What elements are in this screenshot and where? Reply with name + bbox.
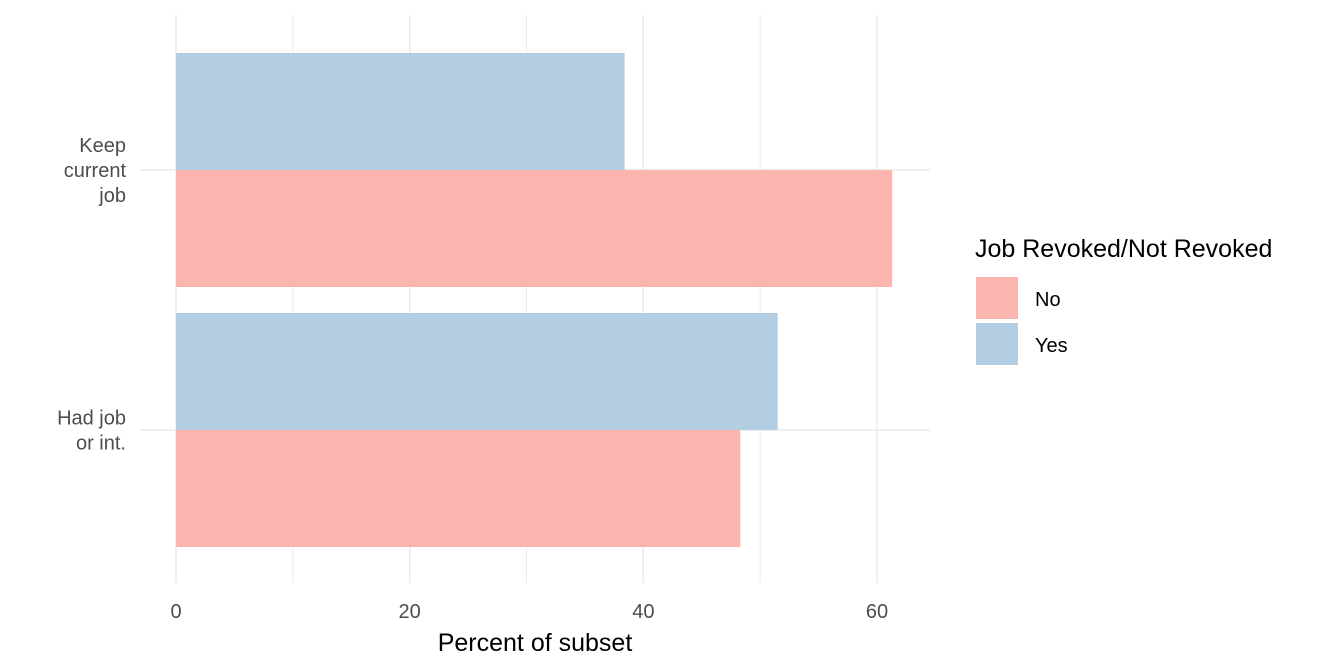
x-axis-tick-labels: 0 20 40 60 — [170, 601, 888, 623]
y-tick-label: Had job or int. — [57, 408, 126, 455]
bar-no-2 — [176, 430, 741, 547]
bar-yes-1 — [176, 53, 625, 170]
x-tick-label: 20 — [399, 601, 421, 623]
x-axis-title: Percent of subset — [438, 629, 633, 657]
x-tick-label: 60 — [866, 601, 888, 623]
y-axis-tick-labels: Keep current job Had job or int. — [57, 135, 126, 455]
legend-label-yes: Yes — [1035, 335, 1068, 357]
legend-title: Job Revoked/Not Revoked — [975, 235, 1272, 263]
y-tick-label: Keep current job — [64, 135, 127, 207]
x-tick-label: 40 — [632, 601, 654, 623]
x-tick-label: 0 — [170, 601, 181, 623]
bar-yes-2 — [176, 313, 778, 430]
legend-swatch-yes — [976, 323, 1018, 365]
bar-no-1 — [176, 170, 893, 287]
legend-label-no: No — [1035, 289, 1061, 311]
bars — [176, 53, 893, 547]
legend-swatch-no — [976, 277, 1018, 319]
legend: Job Revoked/Not Revoked No Yes — [975, 235, 1272, 365]
